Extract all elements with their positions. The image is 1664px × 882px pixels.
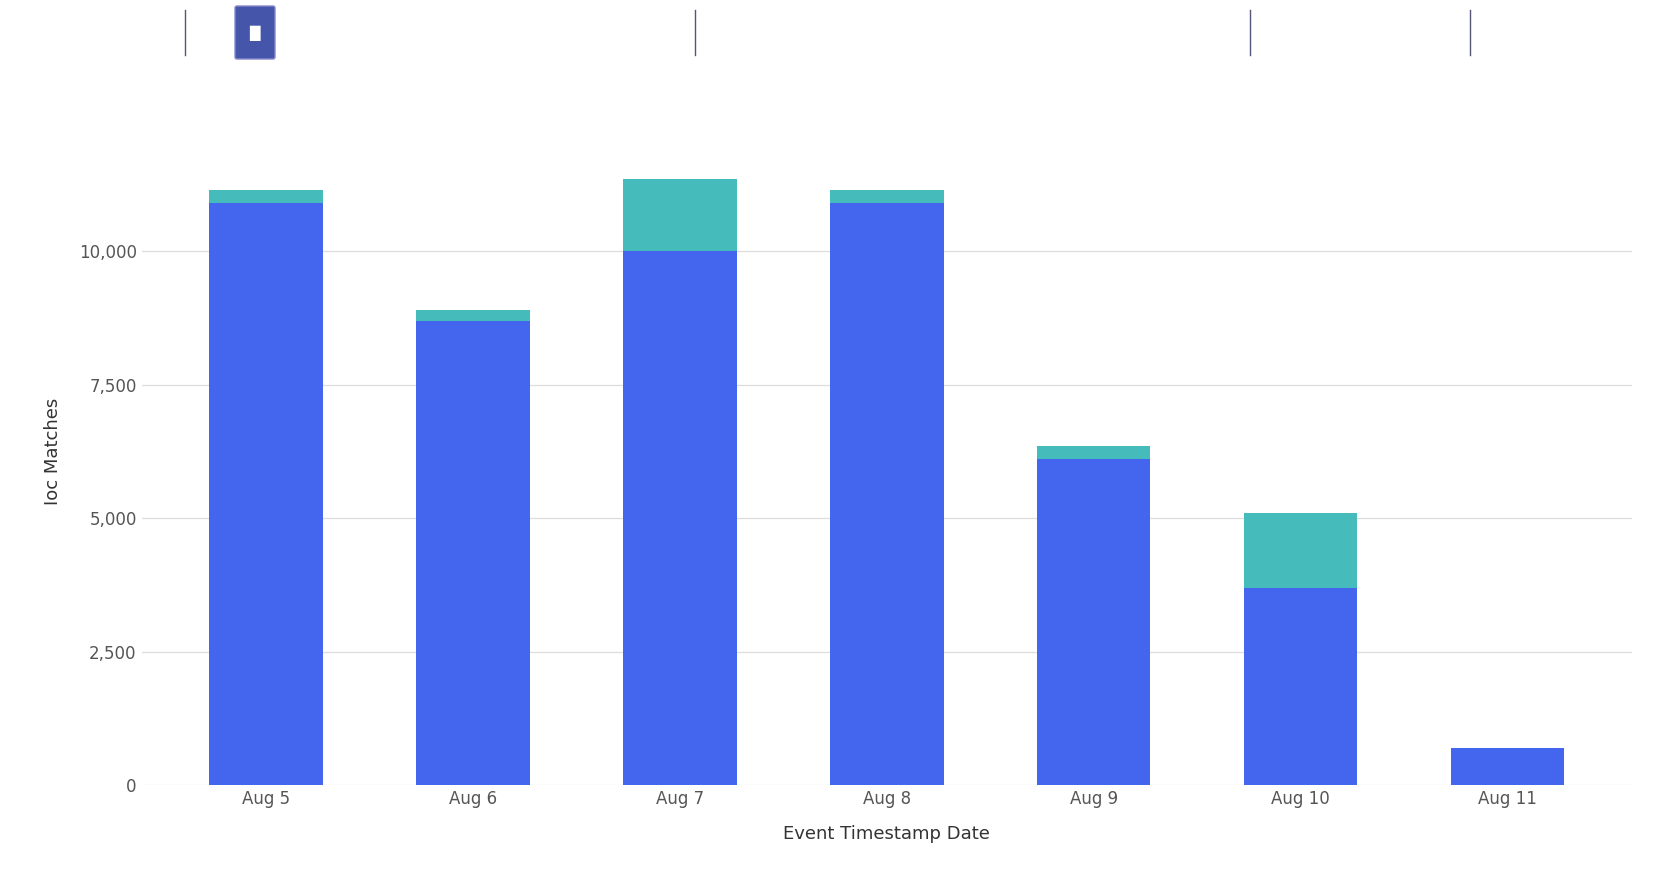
Text: Visualization: Visualization <box>30 24 135 42</box>
Bar <box>1037 460 1150 785</box>
Bar <box>1243 587 1356 785</box>
Bar <box>622 251 735 785</box>
Text: 6: 6 <box>609 26 619 41</box>
Text: ⊞: ⊞ <box>193 26 206 41</box>
Text: ⚙  Edit: ⚙ Edit <box>1489 26 1543 41</box>
Bar <box>1037 446 1150 460</box>
X-axis label: Event Timestamp Date: Event Timestamp Date <box>782 825 990 842</box>
Bar <box>622 179 735 251</box>
Text: ▣: ▣ <box>454 26 469 41</box>
Bar <box>208 204 323 785</box>
Text: ⋮⋮  Forecast: ⋮⋮ Forecast <box>1270 26 1374 41</box>
Bar <box>416 310 529 321</box>
Bar <box>829 190 943 204</box>
Text: ⊙: ⊙ <box>559 26 571 41</box>
FancyBboxPatch shape <box>235 6 275 59</box>
Text: ▼: ▼ <box>15 26 27 41</box>
Bar <box>416 321 529 785</box>
Bar <box>208 190 323 204</box>
Text: ☰: ☰ <box>298 26 311 41</box>
Bar <box>1449 748 1564 785</box>
Text: ∧: ∧ <box>404 26 416 41</box>
Bar <box>1243 512 1356 587</box>
Text: ◔: ◔ <box>508 26 521 41</box>
Bar <box>829 204 943 785</box>
Text: •••: ••• <box>654 26 681 41</box>
Y-axis label: Ioc Matches: Ioc Matches <box>43 398 62 505</box>
Text: ⁘: ⁘ <box>351 26 364 41</box>
Text: ▐▌: ▐▌ <box>243 26 266 41</box>
